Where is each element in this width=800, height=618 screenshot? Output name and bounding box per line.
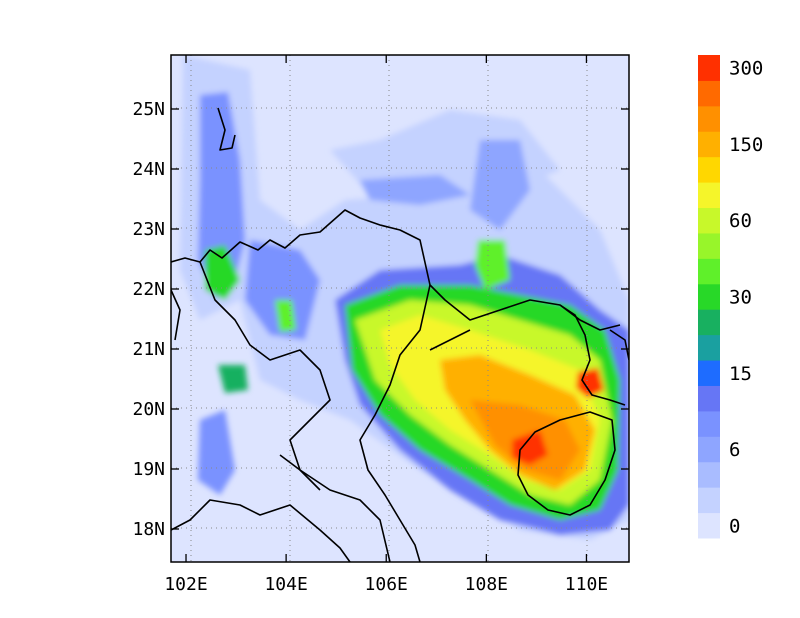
field-storm-red — [512, 430, 548, 465]
latitude-axis: 18N 19N 20N 21N 22N 23N 24N 25N — [132, 99, 629, 540]
colorbar-swatch — [698, 80, 720, 107]
colorbar: 0 6 15 30 60 150 300 — [698, 55, 763, 539]
colorbar-swatch — [698, 309, 720, 336]
border-north — [171, 209, 621, 331]
field-green-west3 — [218, 365, 248, 393]
field-green-west — [205, 245, 240, 300]
colorbar-swatch — [698, 334, 720, 361]
colorbar-label: 60 — [729, 210, 752, 232]
colorbar-swatch — [698, 436, 720, 463]
coast-bay — [429, 329, 471, 351]
colorbar-label: 150 — [729, 134, 763, 156]
border-west — [171, 289, 181, 341]
border-sw — [171, 499, 351, 562]
colorbar-swatch — [698, 182, 720, 209]
field-blue-north — [470, 140, 530, 230]
colorbar-swatch — [698, 385, 720, 412]
coast-hainan — [517, 411, 616, 516]
field-blue-mid-band — [360, 175, 470, 205]
colorbar-swatch — [698, 156, 720, 183]
colorbar-swatch — [698, 512, 720, 539]
colorbar-label: 300 — [729, 58, 763, 80]
coast-vietnam — [359, 284, 431, 562]
colorbar-label: 0 — [729, 515, 740, 537]
lat-tick-label: 19N — [132, 459, 165, 480]
lon-tick-label: 104E — [264, 574, 307, 595]
colorbar-swatch — [698, 55, 720, 81]
colorbar-label: 30 — [729, 287, 752, 309]
lon-tick-label: 110E — [565, 574, 608, 595]
coast-east — [609, 329, 629, 361]
lat-tick-label: 24N — [132, 159, 165, 180]
precipitation-field — [171, 55, 629, 562]
map-frame — [170, 54, 630, 563]
colorbar-swatch — [698, 131, 720, 158]
lon-tick-label: 102E — [164, 574, 207, 595]
island-north — [217, 107, 236, 151]
border-sw2 — [279, 454, 321, 491]
field-green-north — [475, 240, 510, 290]
lat-tick-label: 22N — [132, 279, 165, 300]
colorbar-swatch — [698, 461, 720, 488]
colorbar-swatch — [698, 207, 720, 234]
coastlines — [171, 107, 629, 562]
field-blue-west-south — [198, 410, 235, 495]
field-blue-mid — [245, 240, 320, 340]
lon-tick-label: 106E — [365, 574, 408, 595]
lat-tick-label: 20N — [132, 399, 165, 420]
coast-leizhou — [559, 304, 626, 406]
lon-tick-label: 108E — [465, 574, 508, 595]
lat-tick-label: 18N — [132, 519, 165, 540]
colorbar-swatch — [698, 283, 720, 310]
longitude-axis: 102E 104E 106E 108E 110E — [164, 55, 608, 595]
colorbar-label: 6 — [729, 439, 740, 461]
field-green-west2 — [275, 300, 296, 332]
colorbar-swatch — [698, 105, 720, 132]
border-laos — [199, 261, 391, 562]
colorbar-swatch — [698, 258, 720, 285]
lat-tick-label: 23N — [132, 219, 165, 240]
colorbar-swatch — [698, 487, 720, 514]
lat-tick-label: 25N — [132, 99, 165, 120]
colorbar-swatch — [698, 360, 720, 386]
colorbar-label: 15 — [729, 363, 752, 385]
colorbar-swatch — [698, 232, 720, 259]
colorbar-swatch — [698, 410, 720, 437]
lat-tick-label: 21N — [132, 339, 165, 360]
